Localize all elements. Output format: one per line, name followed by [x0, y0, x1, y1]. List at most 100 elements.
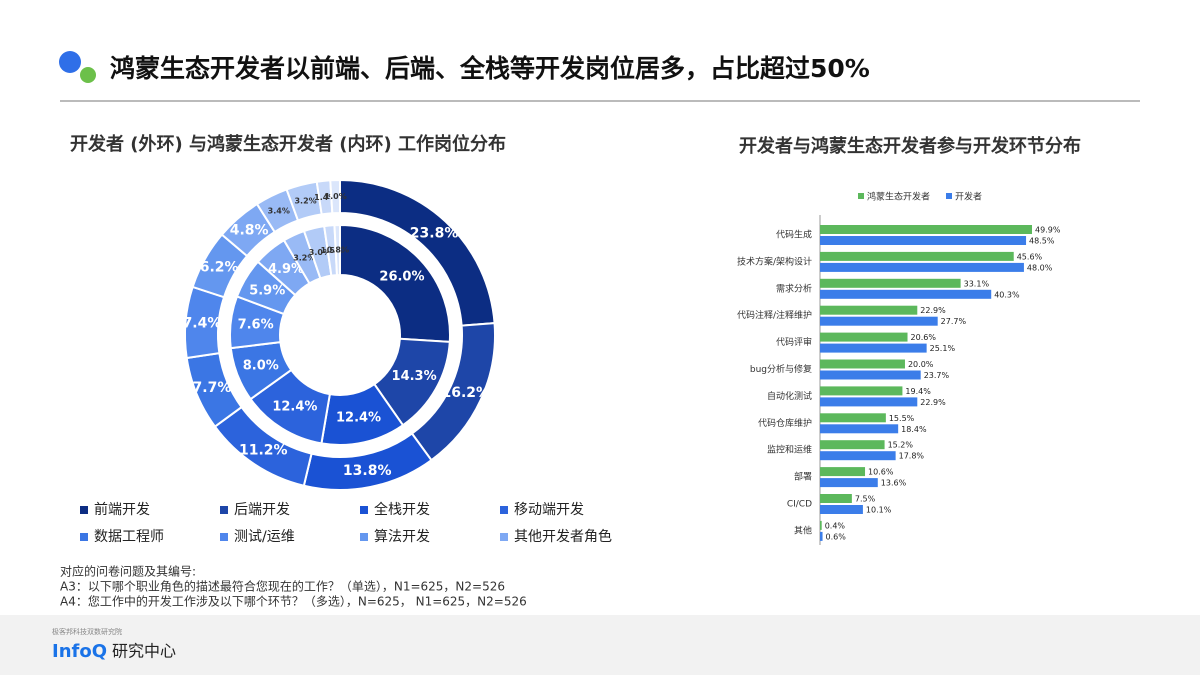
- bar: [820, 467, 866, 477]
- legend-swatch: [360, 533, 368, 541]
- data-label: 33.1%: [964, 279, 990, 288]
- data-label: 1.0%: [325, 192, 347, 201]
- data-label: 7.5%: [855, 495, 876, 504]
- legend-label: 全栈开发: [374, 501, 430, 518]
- data-label: 23.8%: [410, 225, 459, 241]
- bar: [820, 278, 961, 288]
- data-label: 20.6%: [911, 333, 937, 342]
- data-label: 40.3%: [994, 290, 1020, 299]
- legend-swatch: [220, 506, 228, 514]
- data-label: 13.6%: [881, 479, 907, 488]
- note: 对应的问卷问题及其编号:: [60, 564, 196, 579]
- bar: [820, 262, 1024, 272]
- note: A4：您工作中的开发工作涉及以下哪个环节？（多选），N=625， N1=625，…: [60, 594, 527, 609]
- legend-swatch: [946, 193, 952, 199]
- bar: [820, 225, 1032, 234]
- legend-label: 开发者: [955, 191, 982, 203]
- legend-swatch: [80, 533, 88, 541]
- data-label: 4.8%: [230, 222, 269, 238]
- data-label: 27.7%: [941, 317, 967, 326]
- data-label: 0.4%: [825, 521, 846, 530]
- y-tick-label: bug分析与修复: [750, 363, 812, 375]
- legend-label: 后端开发: [234, 502, 290, 518]
- data-label: 15.5%: [889, 414, 915, 423]
- chart-title: 开发者 (外环) 与鸿蒙生态开发者 (内环) 工作岗位分布: [70, 133, 506, 155]
- data-label: 48.5%: [1029, 237, 1055, 246]
- legend-swatch: [360, 506, 368, 514]
- data-label: 18.4%: [901, 425, 927, 434]
- data-label: 19.4%: [905, 387, 931, 396]
- bar: [820, 370, 921, 380]
- y-tick-label: 部署: [794, 471, 812, 483]
- bar: [820, 451, 896, 461]
- data-label: 1.5%: [321, 246, 343, 255]
- footer-org: 极客邦科技双数研究院: [52, 627, 122, 636]
- bar: [820, 359, 905, 369]
- data-label: 23.7%: [924, 371, 950, 380]
- data-label: 15.2%: [888, 441, 914, 450]
- y-tick-label: 代码注释/注释维护: [737, 309, 812, 321]
- y-tick-label: 代码评审: [776, 336, 812, 348]
- y-tick-label: 其他: [794, 524, 812, 536]
- legend-label: 数据工程师: [94, 529, 164, 545]
- legend-label: 移动端开发: [514, 502, 584, 518]
- y-tick-label: CI/CD: [787, 500, 812, 510]
- footer-logo-suffix: 研究中心: [112, 642, 176, 661]
- data-label: 25.1%: [930, 344, 956, 353]
- data-label: 4.9%: [268, 262, 304, 277]
- chart-title: 开发者与鸿蒙生态开发者参与开发环节分布: [739, 135, 1081, 157]
- data-label: 0.6%: [826, 532, 847, 541]
- y-tick-label: 代码仓库维护: [758, 417, 812, 429]
- legend-swatch: [500, 506, 508, 514]
- y-tick-label: 自动化测试: [767, 390, 812, 402]
- legend-swatch: [80, 506, 88, 514]
- data-label: 20.0%: [908, 360, 934, 369]
- data-label: 22.9%: [920, 398, 946, 407]
- note: A3：以下哪个职业角色的描述最符合您现在的工作？（单选），N1=625，N2=5…: [60, 579, 505, 594]
- data-label: 7.7%: [193, 380, 232, 396]
- donut-segment: [333, 223, 341, 277]
- data-label: 13.8%: [343, 463, 392, 479]
- data-label: 7.4%: [183, 315, 222, 331]
- title-icon: [59, 51, 81, 73]
- bar: [820, 397, 918, 407]
- bar: [820, 251, 1014, 261]
- legend-label: 测试/运维: [234, 529, 295, 545]
- bar: [820, 343, 927, 353]
- data-label: 26.0%: [379, 269, 424, 284]
- page-title: 鸿蒙生态开发者以前端、后端、全栈等开发岗位居多，占比超过50%: [110, 54, 870, 83]
- data-label: 6.2%: [200, 259, 239, 275]
- legend-swatch: [220, 533, 228, 541]
- data-label: 3.4%: [268, 206, 290, 215]
- data-label: 1.4%: [314, 193, 336, 202]
- bar: [820, 440, 885, 450]
- data-label: 17.8%: [899, 452, 925, 461]
- footer-logo: InfoQ: [52, 641, 107, 662]
- y-tick-label: 技术方案/架构设计: [737, 255, 812, 267]
- data-label: 7.6%: [238, 317, 274, 332]
- data-label: 3.2%: [293, 253, 315, 262]
- bar: [820, 413, 886, 423]
- bar: [820, 386, 903, 396]
- data-label: 3.0%: [309, 248, 331, 257]
- data-label: 45.6%: [1017, 252, 1043, 261]
- data-label: 10.1%: [866, 506, 892, 515]
- data-label: 49.9%: [1035, 226, 1061, 235]
- bar: [820, 478, 878, 488]
- data-label: 10.6%: [868, 468, 894, 477]
- bar: [820, 316, 938, 326]
- data-label: 48.0%: [1027, 263, 1053, 272]
- data-label: 12.4%: [336, 410, 381, 425]
- data-label: 0.8%: [327, 246, 349, 255]
- y-tick-label: 监控和运维: [767, 444, 812, 456]
- y-tick-label: 代码生成: [776, 229, 812, 241]
- bar: [820, 289, 992, 299]
- title-icon: [80, 67, 96, 83]
- legend-label: 前端开发: [94, 501, 150, 518]
- data-label: 3.2%: [294, 196, 316, 205]
- footer-band: [0, 615, 1200, 675]
- data-label: 11.2%: [239, 442, 288, 458]
- legend-label: 其他开发者角色: [514, 528, 612, 545]
- bar: [820, 531, 823, 541]
